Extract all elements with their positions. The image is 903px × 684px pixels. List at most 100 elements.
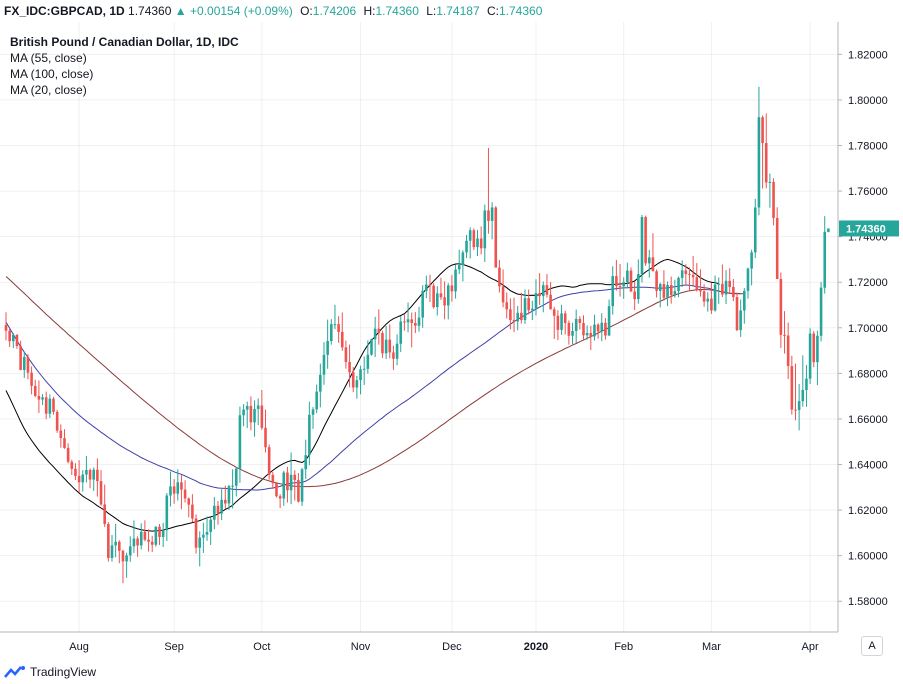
candle-body <box>695 277 699 290</box>
candle-body <box>571 330 574 336</box>
candle-body <box>472 230 476 248</box>
candle <box>541 281 545 313</box>
legend-ma20[interactable]: MA (20, close) <box>10 83 87 97</box>
candle-body <box>520 312 523 321</box>
candle <box>571 322 574 345</box>
candle-body <box>275 483 278 497</box>
candle <box>563 310 567 335</box>
candle <box>187 497 191 518</box>
candle <box>81 470 85 492</box>
candle <box>70 459 74 475</box>
price-axis[interactable]: 1.820001.800001.780001.760001.740001.720… <box>837 22 903 632</box>
candle-body <box>710 298 713 311</box>
candle-body <box>739 310 742 331</box>
time-axis[interactable]: Aug Sep Oct Nov Dec 2020 Feb Mar Apr <box>0 631 903 660</box>
price-tick-label: 1.66000 <box>848 414 888 426</box>
candle <box>772 178 775 226</box>
candle-body <box>286 472 289 491</box>
candle-body <box>308 414 311 456</box>
candle <box>446 283 450 320</box>
candle-body <box>779 279 783 335</box>
time-tick-label: Sep <box>164 641 184 653</box>
candle-body <box>260 405 264 428</box>
candle <box>366 340 370 374</box>
candle <box>370 338 373 356</box>
candle <box>812 330 816 368</box>
candle <box>154 526 158 547</box>
auto-scale-button[interactable]: A <box>861 636 883 656</box>
candle <box>783 311 786 354</box>
candle-body <box>560 313 563 330</box>
candle <box>823 216 827 294</box>
candle <box>260 390 264 430</box>
candle-body <box>647 257 651 264</box>
candle-body <box>523 298 527 321</box>
time-tick-label: 2020 <box>524 641 548 653</box>
candle <box>66 443 70 464</box>
candle <box>684 264 688 286</box>
symbol-header: FX_IDC:GBPCAD, 1D 1.74360 ▲ +0.00154 (+0… <box>0 0 903 22</box>
candle-body <box>63 438 66 448</box>
candle <box>724 270 728 305</box>
candle-body <box>596 324 600 332</box>
candle-body <box>187 498 191 505</box>
candle <box>319 363 322 408</box>
candle <box>275 482 278 498</box>
candle <box>461 250 465 282</box>
candle-body <box>819 287 823 336</box>
candle-body <box>169 486 172 496</box>
legend-ma100[interactable]: MA (100, close) <box>10 67 94 81</box>
candle <box>337 316 340 343</box>
candle <box>231 469 234 509</box>
candle-body <box>337 324 340 332</box>
candle <box>417 306 421 332</box>
candle-body <box>483 210 487 249</box>
candle <box>55 409 59 433</box>
price-chart[interactable]: 0(1.80580)0.236(1.75437)0.382(1.72255)0.… <box>0 22 903 660</box>
candle-body <box>446 285 450 306</box>
candle-body <box>191 504 194 519</box>
candle <box>786 322 790 380</box>
candle-body <box>772 181 775 218</box>
candle <box>22 351 26 378</box>
candle-body <box>801 390 805 402</box>
candle <box>297 472 300 503</box>
candle <box>406 302 410 333</box>
candle-body <box>384 339 388 354</box>
candle <box>329 319 333 345</box>
candle <box>739 299 742 337</box>
candle-body <box>348 361 351 373</box>
time-tick-label: Oct <box>253 641 270 653</box>
candle-body <box>743 290 746 311</box>
candle-body <box>468 230 472 241</box>
candle <box>677 276 680 298</box>
candle <box>490 202 494 240</box>
candle <box>326 319 329 369</box>
candle-body <box>381 333 384 354</box>
candle <box>516 305 519 331</box>
candle <box>77 460 81 493</box>
candle <box>128 536 132 562</box>
candle-body <box>88 469 92 480</box>
candle-body <box>439 293 443 298</box>
candle-body <box>136 538 139 546</box>
candle <box>271 472 275 489</box>
candle <box>743 288 746 324</box>
candle <box>505 292 509 319</box>
candle-body <box>370 339 373 355</box>
candle-body <box>783 334 786 336</box>
candle-body <box>706 298 710 302</box>
candle <box>52 396 55 415</box>
candle <box>114 523 117 558</box>
candle-body <box>165 495 169 531</box>
candle-body <box>640 217 644 275</box>
close-value: 1.74360 <box>498 4 543 18</box>
tradingview-logo-icon <box>4 666 25 678</box>
legend-ma55[interactable]: MA (55, close) <box>10 51 87 65</box>
candle <box>750 249 753 286</box>
candle <box>600 313 604 342</box>
candle-body <box>498 267 501 287</box>
candle <box>41 394 44 406</box>
candle-body <box>103 504 106 524</box>
candle <box>633 281 636 311</box>
